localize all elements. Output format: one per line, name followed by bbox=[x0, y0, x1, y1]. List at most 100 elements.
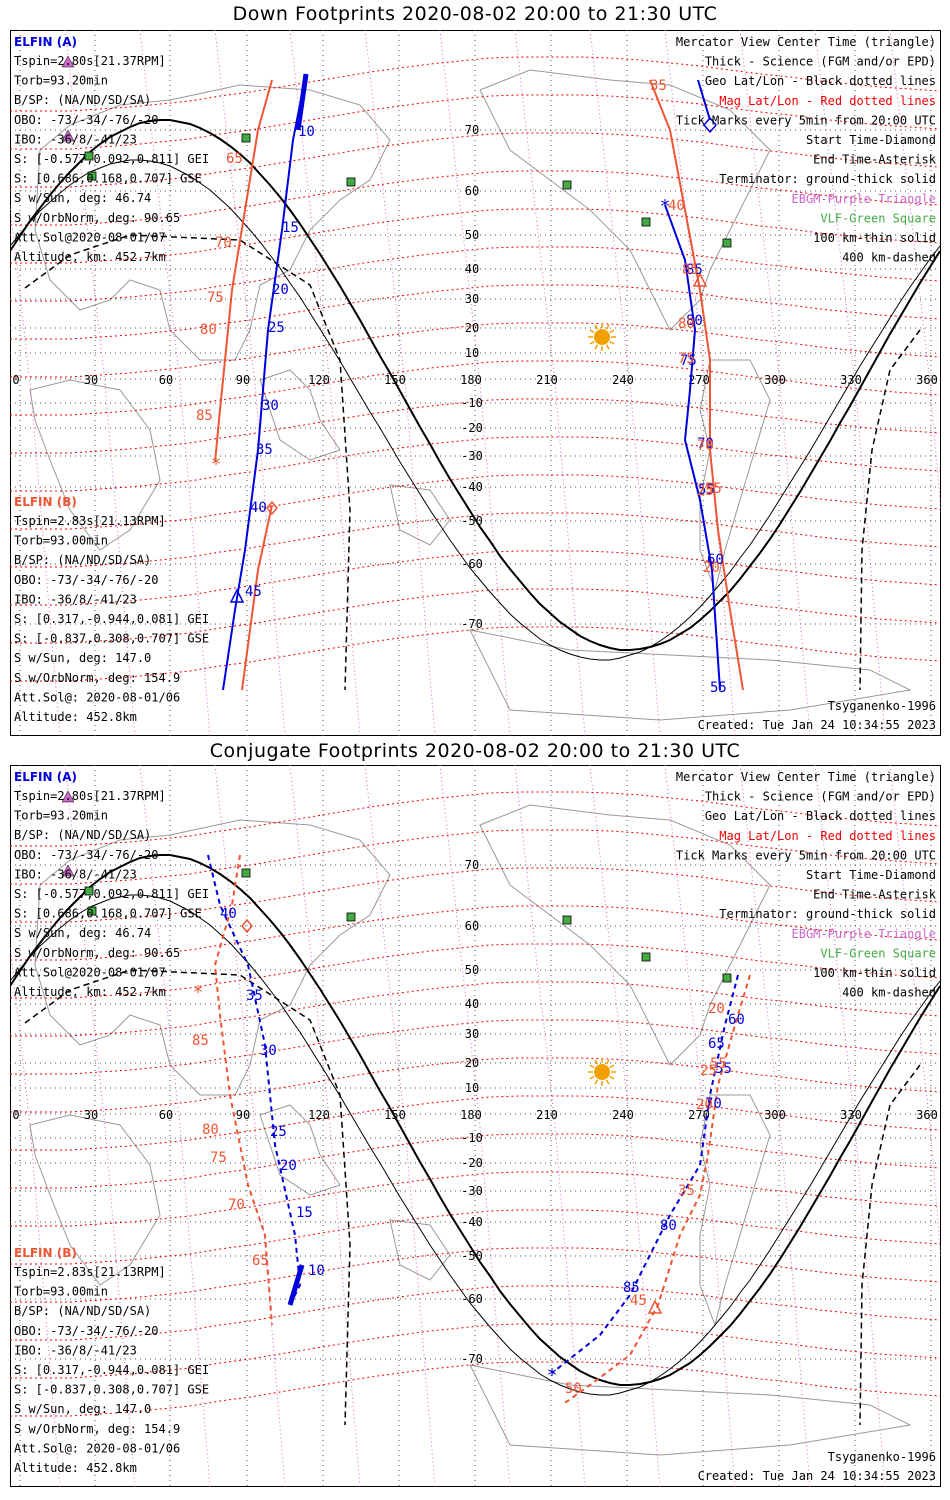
elfin-a-track-label: 30 bbox=[262, 398, 279, 414]
elfin-b-track-label: 25 bbox=[700, 1063, 717, 1079]
elfin-b-track bbox=[213, 854, 273, 1326]
right-legend-line: Thick - Science (FGM and/or EPD) bbox=[705, 790, 936, 804]
lat-tick-label: -30 bbox=[461, 449, 483, 463]
lat-tick-label: 50 bbox=[465, 963, 479, 977]
elfin-b-track-label: 75 bbox=[207, 290, 224, 306]
lat-tick-label: 70 bbox=[465, 123, 479, 137]
elfin-b-legend-line: Att.Sol@: 2020-08-01/06 bbox=[14, 1441, 180, 1455]
ebgm-station-triangle bbox=[61, 129, 75, 142]
landmass-outline bbox=[259, 1104, 341, 1196]
mag-lat-line bbox=[10, 436, 941, 492]
mag-lat-line bbox=[10, 1057, 941, 1113]
mag-lon-line bbox=[289, 765, 361, 1487]
right-legend-line: Start Time-Diamond bbox=[806, 133, 936, 147]
landmass-outline bbox=[29, 379, 161, 551]
elfin-b-track-label: 40 bbox=[668, 198, 685, 214]
lat-tick-label: -60 bbox=[461, 557, 483, 571]
sun-ray bbox=[594, 344, 599, 350]
lat-tick-label: 10 bbox=[465, 1081, 479, 1095]
elfin-b-track-label: 85 bbox=[682, 262, 699, 278]
model-name: Tsyganenko-1996 bbox=[828, 699, 936, 713]
elfin-a-legend-line: OBO: -73/-34/-76/-20 bbox=[14, 848, 159, 862]
elfin-a-track-label: 35 bbox=[246, 988, 263, 1004]
sun-ray bbox=[605, 344, 610, 350]
lat-tick-label: 30 bbox=[465, 292, 479, 306]
elfin-a-track-label: 70 bbox=[705, 1096, 722, 1112]
landmass-outline bbox=[699, 359, 771, 592]
elfin-a-track-label: 80 bbox=[660, 1218, 677, 1234]
lon-tick-label: 120 bbox=[308, 1108, 330, 1122]
mag-lat-line bbox=[10, 1133, 941, 1189]
mag-lat-line bbox=[10, 867, 941, 923]
elfin-a-legend-line: Tspin=2.80s[21.37RPM] bbox=[14, 54, 166, 68]
mag-lat-line bbox=[10, 791, 941, 847]
lon-tick-label: 0 bbox=[12, 1108, 19, 1122]
elfin-b-legend-line: IBO: -36/8/-41/23 bbox=[14, 592, 137, 606]
lon-tick-label: 0 bbox=[12, 373, 19, 387]
landmass-outline bbox=[469, 1364, 912, 1456]
vlf-station-square bbox=[722, 973, 732, 983]
right-legend-line: Terminator: ground-thick solid bbox=[719, 907, 936, 921]
landmass-outline bbox=[479, 69, 771, 331]
right-legend-line: EBGM-Purple Triangle bbox=[792, 192, 937, 206]
elfin-a-track-label: 40 bbox=[220, 906, 237, 922]
elfin-a-legend-line: S w/OrbNorm, deg: 90.65 bbox=[14, 211, 180, 225]
mag-lat-line bbox=[10, 94, 941, 150]
sun-ray bbox=[589, 1064, 595, 1069]
right-legend-line: Geo Lat/Lon - Black dotted lines bbox=[705, 809, 936, 823]
elfin-b-legend-line: S: [-0.837,0.308,0.707] GSE bbox=[14, 632, 209, 646]
lat-tick-label: 70 bbox=[465, 858, 479, 872]
elfin-b-legend-line: B/SP: (NA/ND/SD/SA) bbox=[14, 1304, 151, 1318]
elfin-a-legend-line: S: [-0.577,0.092,0.811] GEI bbox=[14, 152, 209, 166]
vlf-station-square bbox=[87, 906, 97, 916]
lat-tick-label: -60 bbox=[461, 1292, 483, 1306]
terminator-ground bbox=[10, 854, 941, 1386]
mag-lat-line bbox=[10, 905, 941, 961]
elfin-b-track-label: 80 bbox=[200, 322, 217, 338]
lon-tick-label: 90 bbox=[236, 1108, 250, 1122]
elfin-b-track-label: 70 bbox=[215, 235, 232, 251]
elfin-a-legend-line: S: [-0.577,0.092,0.811] GEI bbox=[14, 887, 209, 901]
lat-tick-label: -10 bbox=[461, 1131, 483, 1145]
lat-tick-label: 40 bbox=[465, 262, 479, 276]
elfin-a-track-label: 55 bbox=[715, 1061, 732, 1077]
elfin-a-legend-line: Torb=93.20min bbox=[14, 74, 108, 88]
mag-lat-line bbox=[10, 550, 941, 606]
elfin-b-legend-line: S: [-0.837,0.308,0.707] GSE bbox=[14, 1383, 209, 1397]
elfin-a-legend-line: S w/OrbNorm, deg: 90.65 bbox=[14, 946, 180, 960]
right-legend-line: 400 km-dashed bbox=[842, 251, 936, 265]
mag-lat-line bbox=[10, 1209, 941, 1265]
elfin-a-track-label: 40 bbox=[250, 500, 267, 516]
elfin-a-legend-line: B/SP: (NA/ND/SD/SA) bbox=[14, 828, 151, 842]
end-time-asterisk: * bbox=[547, 1365, 558, 1386]
elfin-a-track-label: 15 bbox=[282, 220, 299, 236]
elfin-a-track-label: 25 bbox=[268, 320, 285, 336]
elfin-b-legend-line: Torb=93.00min bbox=[14, 1285, 108, 1299]
right-legend-line: Thick - Science (FGM and/or EPD) bbox=[705, 55, 936, 69]
elfin-b-legend-line: B/SP: (NA/ND/SD/SA) bbox=[14, 553, 151, 567]
lat-tick-label: 10 bbox=[465, 346, 479, 360]
lon-tick-label: 30 bbox=[84, 373, 98, 387]
center-time-triangle bbox=[647, 1299, 663, 1314]
start-time-diamond bbox=[241, 918, 253, 934]
elfin-a-track bbox=[664, 204, 721, 691]
sun-ray bbox=[609, 1075, 615, 1080]
mag-lat-line bbox=[10, 360, 941, 416]
ebgm-station-triangle bbox=[61, 55, 75, 68]
lat-tick-label: 20 bbox=[465, 1056, 479, 1070]
elfin-a-legend-line: B/SP: (NA/ND/SD/SA) bbox=[14, 93, 151, 107]
elfin-b-track-label: 85 bbox=[196, 408, 213, 424]
right-legend-line: Mercator View Center Time (triangle) bbox=[676, 770, 936, 784]
start-time-diamond bbox=[266, 500, 278, 516]
right-legend-line: Tick Marks every 5min from 20:00 UTC bbox=[676, 848, 936, 862]
mag-lat-line bbox=[10, 284, 941, 340]
lon-tick-label: 180 bbox=[460, 1108, 482, 1122]
elfin-a-track-label: 35 bbox=[256, 442, 273, 458]
lat-tick-label: 20 bbox=[465, 321, 479, 335]
right-legend-line: 100 km-thin solid bbox=[813, 231, 936, 245]
lon-tick-label: 240 bbox=[612, 373, 634, 387]
lon-tick-label: 60 bbox=[159, 1108, 173, 1122]
elfin-a-track bbox=[207, 854, 302, 1306]
elfin-a-track-label: 60 bbox=[728, 1012, 745, 1028]
sun-ray bbox=[589, 1075, 595, 1080]
